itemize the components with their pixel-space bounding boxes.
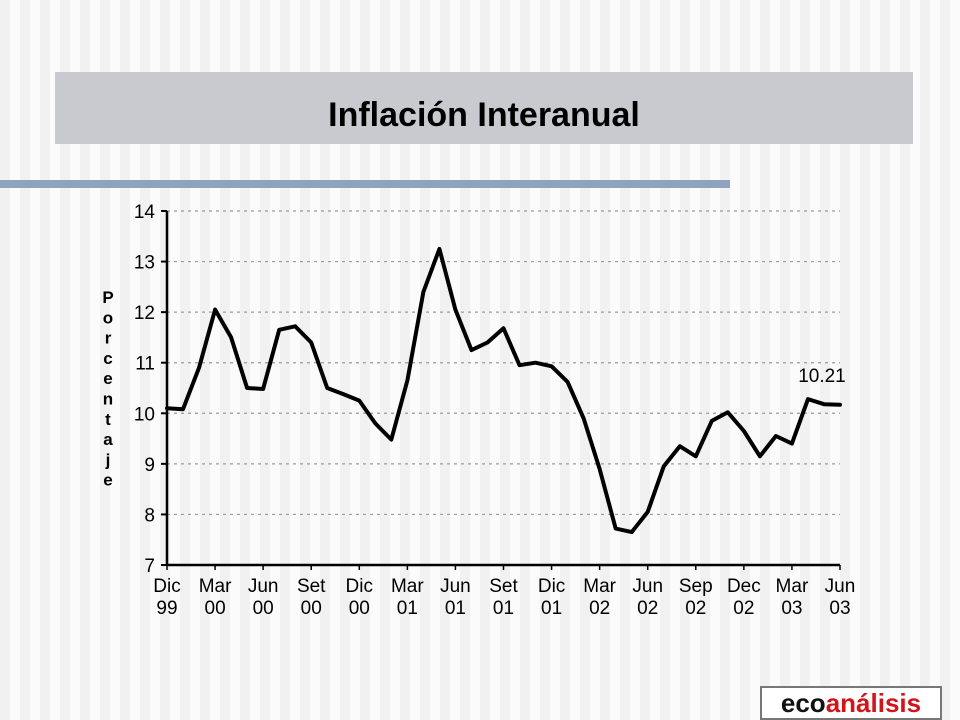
chart-axes [165,211,840,567]
x-tick-label-year: 03 [781,598,802,619]
logo-eco-text: eco [780,687,826,718]
y-tick-label: 14 [134,202,156,223]
ecoanalisis-logo: eco análisis [760,686,942,720]
inflation-series [165,246,842,535]
x-tick-label-year: 99 [156,598,177,619]
y-axis-label-letter: n [103,390,113,409]
x-tick-label-year: 00 [301,598,322,619]
x-tick-label-year: 03 [829,598,850,619]
logo-analisis-text: análisis [825,687,922,718]
x-tick-label-month: Jun [248,576,279,597]
y-tick-label: 13 [134,253,155,274]
x-tick-label-month: Jun [825,576,856,597]
x-tick-label-year: 02 [733,598,754,619]
x-tick-label-month: Set [297,576,326,597]
accent-bar [0,180,730,188]
y-tick-label: 7 [144,556,155,577]
x-tick-label-month: Mar [776,576,809,597]
y-tick-label: 8 [144,505,155,526]
x-tick-label-month: Mar [199,576,232,597]
x-tick-label-month: Dec [727,576,761,597]
y-tick-label: 9 [144,455,155,476]
x-tick-label-month: Dic [346,576,373,597]
x-tick-label-year: 02 [637,598,658,619]
x-tick-label-month: Sep [679,576,713,597]
y-axis-ticks: 7 8 9 10 11 12 13 14 [134,202,167,577]
y-axis-label-letter: P [102,288,113,307]
y-tick-label: 11 [135,354,155,375]
x-tick-label-year: 00 [205,598,226,619]
slide-title: Inflación Interanual [328,95,640,134]
x-tick-label-year: 01 [493,598,514,619]
y-tick-label: 12 [134,303,155,324]
y-axis-label-letter: c [103,349,112,368]
x-tick-label-month: Dic [538,576,565,597]
x-tick-label-year: 01 [397,598,418,619]
chart-annotations: 10.21 [798,366,846,387]
x-tick-label-year: 00 [349,598,370,619]
y-axis-label-letter: r [105,329,112,348]
x-tick-label-year: 02 [685,598,706,619]
data-label: 10.21 [798,366,846,387]
x-tick-label-year: 02 [589,598,610,619]
x-tick-label-year: 01 [445,598,466,619]
title-band: Inflación Interanual [55,72,913,144]
y-axis-label-letter: e [103,471,112,490]
y-tick-label: 10 [134,404,155,425]
y-axis-label-letter: t [105,410,111,429]
x-tick-label-month: Dic [153,576,180,597]
x-tick-label-month: Mar [391,576,424,597]
y-axis-label-letter: a [103,430,113,449]
x-tick-label-month: Set [489,576,518,597]
x-tick-label-month: Jun [632,576,663,597]
chart-grid [167,210,840,516]
y-axis-label-letter: j [105,450,111,469]
x-axis-ticks: Dic99Mar00Jun00Set00Dic00Mar01Jun01Set01… [153,565,855,619]
x-tick-label-month: Mar [583,576,616,597]
y-axis-label-letter: e [103,369,112,388]
x-tick-label-year: 00 [253,598,274,619]
x-tick-label-year: 01 [541,598,562,619]
series-line [165,246,842,535]
x-tick-label-month: Jun [440,576,471,597]
y-axis-label-letter: o [103,308,113,327]
